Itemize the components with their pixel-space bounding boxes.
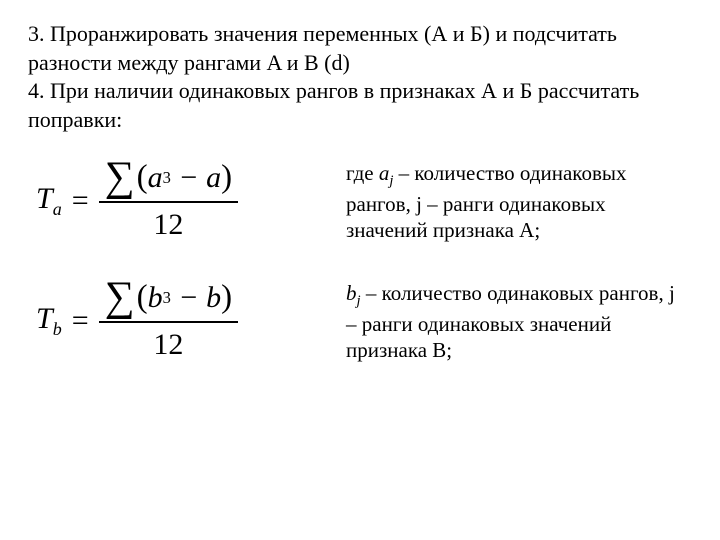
equals-sign: = — [62, 181, 99, 220]
sigma-icon: ∑ — [105, 159, 137, 197]
lhs-var: T — [36, 182, 53, 215]
sigma-icon: ∑ — [105, 279, 137, 317]
formula-tb: Tb = ∑ (b3 − b) 12 — [28, 274, 298, 366]
intro-text-block: 3. Проранжировать значения переменных (А… — [28, 20, 692, 134]
equals-sign: = — [62, 301, 99, 340]
numerator-tb: ∑ (b3 − b) — [99, 274, 238, 323]
lhs-var: T — [36, 302, 53, 335]
fraction-tb: ∑ (b3 − b) 12 — [99, 274, 238, 366]
description-ta: где aj – количество одинаковых рангов, j… — [346, 160, 676, 243]
formula-row-tb: Tb = ∑ (b3 − b) 12 bj – количество одина… — [28, 274, 692, 366]
intro-line-3: 3. Проранжировать значения переменных (А… — [28, 21, 617, 75]
description-tb: bj – количество одинаковых рангов, j – р… — [346, 280, 676, 363]
formula-ta: Ta = ∑ (a3 − a) 12 — [28, 154, 298, 246]
lhs-sub: a — [53, 199, 62, 219]
desc-tail: – количество одинаковых рангов, j – ранг… — [346, 281, 675, 362]
lhs-sub: b — [53, 319, 62, 339]
numerator-ta: ∑ (a3 − a) — [99, 154, 238, 203]
intro-line-4: 4. При наличии одинаковых рангов в призн… — [28, 78, 639, 132]
formula-row-ta: Ta = ∑ (a3 − a) 12 где aj – количество о… — [28, 154, 692, 246]
formulas-section: Ta = ∑ (a3 − a) 12 где aj – количество о… — [28, 154, 692, 366]
denominator-tb: 12 — [147, 323, 189, 366]
fraction-ta: ∑ (a3 − a) 12 — [99, 154, 238, 246]
desc-prefix: где — [346, 161, 379, 185]
denominator-ta: 12 — [147, 203, 189, 246]
